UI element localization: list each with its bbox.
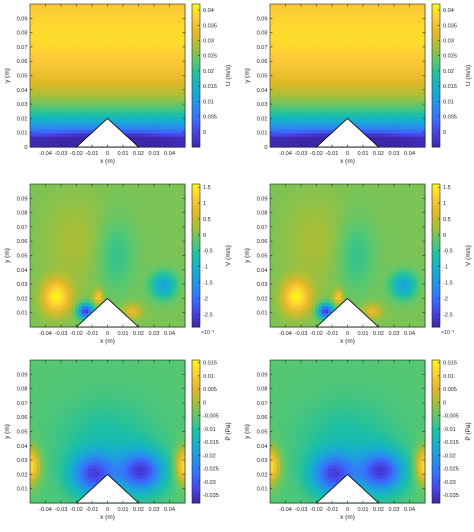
colorbar-tick-label: 0.025 (203, 54, 217, 60)
x-tick-label: 0 (106, 151, 109, 157)
y-tick-label: 0.08 (17, 31, 28, 37)
colorbar-tick-label: 0.03 (203, 39, 214, 45)
colorbar-label: U (m/s) (465, 65, 472, 86)
y-tick-label: 0.09 (17, 16, 28, 22)
y-tick-label: 0 (264, 145, 267, 151)
colorbar-tick-label: 0.035 (203, 23, 217, 29)
x-axis-label: x (m) (340, 158, 355, 165)
y-tick-label: 0.02 (257, 116, 268, 122)
x-tick-label: 0.04 (404, 151, 415, 157)
x-tick-label: 0.03 (149, 151, 160, 157)
colorbar-tick-label: 0 (203, 130, 206, 136)
x-tick-label: 0 (346, 151, 349, 157)
colorbar-tick-label: 0.02 (203, 69, 214, 75)
x-tick-label: 0.01 (358, 151, 369, 157)
y-tick-label: 0.01 (257, 131, 268, 137)
x-tick-label: -0.02 (70, 151, 83, 157)
y-tick-label: 0.07 (257, 45, 268, 51)
y-tick-label: 0.09 (257, 16, 268, 22)
y-tick-label: 0.07 (17, 45, 28, 51)
x-axis-label: x (m) (100, 158, 115, 165)
plot-panel: -0.04-0.03-0.02-0.01 0 0.01 0.02 0.03 0.04 x (… (244, 4, 472, 165)
colorbar-tick-label: 0.01 (443, 99, 454, 105)
y-axis-label: y (m) (244, 68, 251, 83)
colorbar-tick-label: 0.015 (443, 84, 457, 90)
colorbar-tick-label: 0.04 (443, 8, 454, 14)
y-tick-label: 0.02 (17, 116, 28, 122)
y-tick-label: 0.08 (257, 31, 268, 37)
colorbar-tick-label: 0.005 (443, 115, 457, 121)
x-tick-label: -0.03 (295, 151, 308, 157)
y-axis-label: y (m) (4, 68, 11, 83)
y-tick-label: 0.04 (257, 88, 268, 94)
y-tick-label: 0 (24, 145, 27, 151)
y-tick-label: 0.05 (17, 74, 28, 80)
x-tick-label: 0.03 (389, 151, 400, 157)
y-tick-label: 0.03 (257, 102, 268, 108)
colorbar-tick-label: 0.02 (443, 69, 454, 75)
x-tick-label: 0.04 (164, 151, 175, 157)
y-tick-label: 0.03 (17, 102, 28, 108)
colorbar-tick-label: 0 (443, 130, 446, 136)
colorbar-tick-label: 0.025 (443, 54, 457, 60)
y-tick-label: 0.05 (257, 74, 268, 80)
y-tick-label: 0.06 (257, 59, 268, 65)
x-tick-label: 0.02 (133, 151, 144, 157)
colorbar-tick-label: 0.005 (203, 115, 217, 121)
colorbar-tick-label: 0.03 (443, 39, 454, 45)
colorbar-tick-label: 0.01 (203, 99, 214, 105)
x-tick-label: -0.04 (279, 151, 292, 157)
x-tick-label: -0.04 (39, 151, 52, 157)
colorbar-tick-label: 0.035 (443, 23, 457, 29)
colorbar-label: U (m/s) (225, 65, 232, 86)
colorbar: 0 0.005 0.01 0.015 0.02 0.025 0.03 0.035 0.04 U (… (432, 4, 472, 148)
x-tick-label: -0.01 (86, 151, 99, 157)
x-tick-label: 0.02 (373, 151, 384, 157)
x-tick-label: -0.02 (310, 151, 323, 157)
colorbar-tick-label: 0.04 (203, 8, 214, 14)
y-tick-label: 0.01 (17, 131, 28, 137)
colorbar-tick-label: 0.015 (203, 84, 217, 90)
y-tick-label: 0.06 (17, 59, 28, 65)
colorbar: 0 0.005 0.01 0.015 0.02 0.025 0.03 0.035 0.04 U (… (192, 4, 232, 148)
x-tick-label: -0.01 (326, 151, 339, 157)
x-tick-label: -0.03 (55, 151, 68, 157)
x-tick-label: 0.01 (118, 151, 129, 157)
y-tick-label: 0.04 (17, 88, 28, 94)
plot-panel: -0.04-0.03-0.02-0.01 0 0.01 0.02 0.03 0.04 x (… (4, 4, 232, 165)
